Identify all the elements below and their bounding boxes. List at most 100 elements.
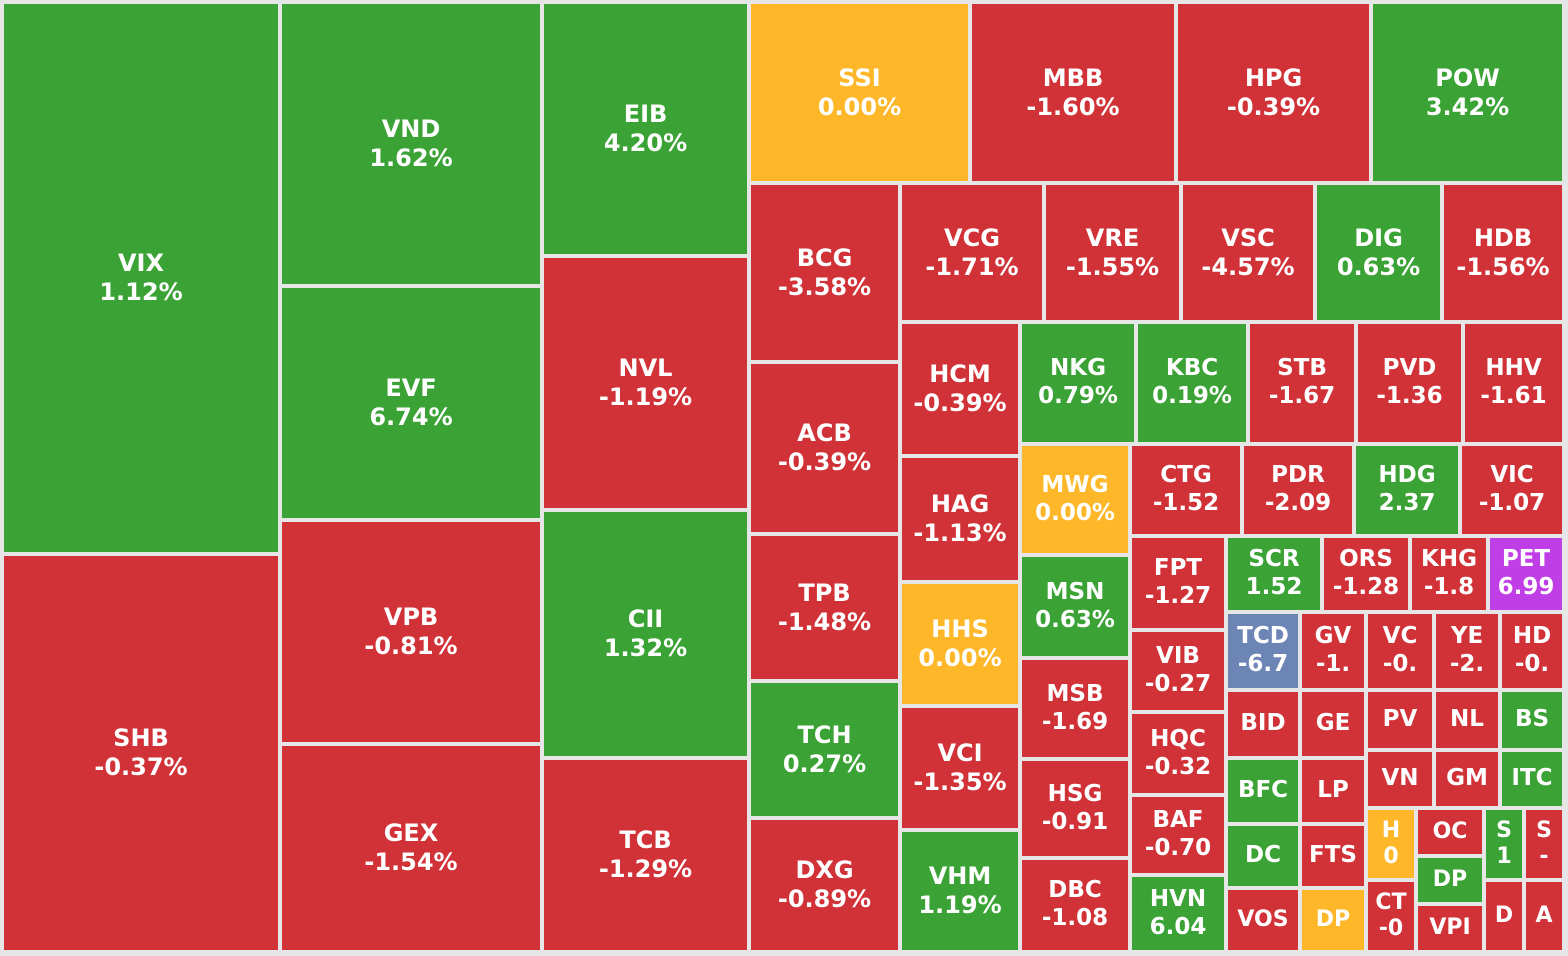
tile-vn-64[interactable]: VN xyxy=(1366,750,1434,808)
tile-tcb-9[interactable]: TCB -1.29% xyxy=(542,758,749,952)
tile-cii-8[interactable]: CII 1.32% xyxy=(542,510,749,758)
tile-vic-42[interactable]: VIC -1.07 xyxy=(1460,444,1564,536)
tile-a-79[interactable]: A xyxy=(1524,880,1564,952)
tile-vos-74[interactable]: VOS xyxy=(1226,888,1300,952)
tile-d-78[interactable]: D xyxy=(1484,880,1524,952)
tile-vnd-2[interactable]: VND 1.62% xyxy=(280,2,542,286)
tile-vsc-21[interactable]: VSC -4.57% xyxy=(1181,183,1315,322)
tile-change-label: -1.28 xyxy=(1332,574,1400,600)
tile-dbc-38[interactable]: DBC -1.08 xyxy=(1020,858,1130,952)
tile-acb-15[interactable]: ACB -0.39% xyxy=(749,362,900,534)
tile-ge-58[interactable]: GE xyxy=(1300,690,1366,758)
tile-code-label: BAF xyxy=(1152,807,1204,834)
tile-dp-73[interactable]: DP xyxy=(1416,856,1484,904)
tile-vpb-4[interactable]: VPB -0.81% xyxy=(280,520,542,744)
tile-kbc-30[interactable]: KBC 0.19% xyxy=(1136,322,1248,444)
tile-code-label: MBB xyxy=(1042,63,1104,92)
tile-hdb-23[interactable]: HDB -1.56% xyxy=(1442,183,1564,322)
tile-bid-57[interactable]: BID xyxy=(1226,690,1300,758)
tile-change-label: -0.89% xyxy=(777,885,872,913)
tile-dp-75[interactable]: DP xyxy=(1300,888,1366,952)
tile-hcm-24[interactable]: HCM -0.39% xyxy=(900,322,1020,456)
tile-change-label: -1.29% xyxy=(598,855,693,883)
tile-change-label: -1.52 xyxy=(1152,490,1220,516)
tile-nkg-29[interactable]: NKG 0.79% xyxy=(1020,322,1136,444)
tile-change-label: -0.39% xyxy=(913,389,1007,417)
tile-hpg-12[interactable]: HPG -0.39% xyxy=(1176,2,1371,183)
tile-hhv-33[interactable]: HHV -1.61 xyxy=(1463,322,1564,444)
tile-eib-6[interactable]: EIB 4.20% xyxy=(542,2,749,256)
tile-hhs-26[interactable]: HHS 0.00% xyxy=(900,582,1020,706)
tile-hdg-41[interactable]: HDG 2.37 xyxy=(1354,444,1460,536)
tile-tpb-16[interactable]: TPB -1.48% xyxy=(749,534,900,681)
tile-itc-66[interactable]: ITC xyxy=(1500,750,1564,808)
tile-gv-53[interactable]: GV -1. xyxy=(1300,612,1366,690)
tile-msn-35[interactable]: MSN 0.63% xyxy=(1020,555,1130,658)
tile-vib-44[interactable]: VIB -0.27 xyxy=(1130,630,1226,712)
tile-code-label: CT xyxy=(1375,889,1407,915)
tile-hsg-37[interactable]: HSG -0.91 xyxy=(1020,759,1130,858)
tile-nvl-7[interactable]: NVL -1.19% xyxy=(542,256,749,510)
tile-fts-68[interactable]: FTS xyxy=(1300,824,1366,888)
tile-pow-13[interactable]: POW 3.42% xyxy=(1371,2,1564,183)
tile-vhm-28[interactable]: VHM 1.19% xyxy=(900,830,1020,952)
tile-code-label: GEX xyxy=(383,819,439,848)
tile-ssi-10[interactable]: SSI 0.00% xyxy=(749,2,970,183)
tile-change-label: -1.60% xyxy=(1026,92,1120,121)
tile-hvn-47[interactable]: HVN 6.04 xyxy=(1130,875,1226,952)
tile-code-label: HD xyxy=(1512,623,1552,650)
tile-vix-0[interactable]: VIX 1.12% xyxy=(2,2,280,554)
tile-bs-61[interactable]: BS xyxy=(1500,690,1564,750)
tile-change-label: -0.81% xyxy=(364,632,458,660)
tile-vcg-19[interactable]: VCG -1.71% xyxy=(900,183,1044,322)
tile-gex-5[interactable]: GEX -1.54% xyxy=(280,744,542,952)
tile-oc-70[interactable]: OC xyxy=(1416,808,1484,856)
tile-shb-1[interactable]: SHB -0.37% xyxy=(2,554,280,952)
tile-change-label: -1.56% xyxy=(1456,252,1550,281)
tile-ye-55[interactable]: YE -2. xyxy=(1434,612,1500,690)
tile-change-label: -0.32 xyxy=(1144,753,1212,780)
tile-hqc-45[interactable]: HQC -0.32 xyxy=(1130,712,1226,795)
tile-gm-65[interactable]: GM xyxy=(1434,750,1500,808)
tile-dig-22[interactable]: DIG 0.63% xyxy=(1315,183,1442,322)
tile-dxg-18[interactable]: DXG -0.89% xyxy=(749,818,900,952)
tile-change-label: -1.67 xyxy=(1268,383,1336,409)
tile-hd-56[interactable]: HD -0. xyxy=(1500,612,1564,690)
tile-mwg-34[interactable]: MWG 0.00% xyxy=(1020,444,1130,555)
tile-change-label: -0.39% xyxy=(1226,92,1321,121)
tile-pvd-32[interactable]: PVD -1.36 xyxy=(1356,322,1463,444)
tile-dc-67[interactable]: DC xyxy=(1226,824,1300,888)
tile-vre-20[interactable]: VRE -1.55% xyxy=(1044,183,1181,322)
tile-ctg-39[interactable]: CTG -1.52 xyxy=(1130,444,1242,536)
tile-pet-51[interactable]: PET 6.99 xyxy=(1488,536,1564,612)
tile-pv-59[interactable]: PV xyxy=(1366,690,1434,750)
tile-vci-27[interactable]: VCI -1.35% xyxy=(900,706,1020,830)
tile-vc-54[interactable]: VC -0. xyxy=(1366,612,1434,690)
tile-bfc-62[interactable]: BFC xyxy=(1226,758,1300,824)
tile-tcd-52[interactable]: TCD -6.7 xyxy=(1226,612,1300,690)
tile-stb-31[interactable]: STB -1.67 xyxy=(1248,322,1356,444)
tile-baf-46[interactable]: BAF -0.70 xyxy=(1130,795,1226,875)
tile-vpi-77[interactable]: VPI xyxy=(1416,904,1484,952)
tile-evf-3[interactable]: EVF 6.74% xyxy=(280,286,542,520)
tile-tch-17[interactable]: TCH 0.27% xyxy=(749,681,900,818)
tile-change-label: 0.27% xyxy=(782,749,867,778)
tile-code-label: HPG xyxy=(1244,63,1303,92)
tile-hag-25[interactable]: HAG -1.13% xyxy=(900,456,1020,582)
tile-fpt-43[interactable]: FPT -1.27 xyxy=(1130,536,1226,630)
tile-bcg-14[interactable]: BCG -3.58% xyxy=(749,183,900,362)
tile-scr-48[interactable]: SCR 1.52 xyxy=(1226,536,1322,612)
tile-mbb-11[interactable]: MBB -1.60% xyxy=(970,2,1176,183)
tile-pdr-40[interactable]: PDR -2.09 xyxy=(1242,444,1354,536)
tile-lp-63[interactable]: LP xyxy=(1300,758,1366,824)
tile-s-72[interactable]: S- xyxy=(1524,808,1564,880)
tile-msb-36[interactable]: MSB -1.69 xyxy=(1020,658,1130,759)
tile-ors-49[interactable]: ORS -1.28 xyxy=(1322,536,1410,612)
tile-nl-60[interactable]: NL xyxy=(1434,690,1500,750)
tile-khg-50[interactable]: KHG -1.8 xyxy=(1410,536,1488,612)
tile-ct-76[interactable]: CT -0 xyxy=(1366,880,1416,952)
tile-code-label: EIB xyxy=(623,100,668,129)
